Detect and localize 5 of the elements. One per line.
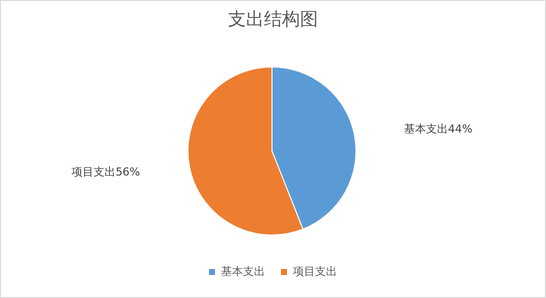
chart-title: 支出结构图: [228, 8, 318, 30]
legend-label: 项目支出: [293, 265, 337, 278]
data-label: 项目支出56%: [72, 165, 140, 178]
legend-label: 基本支出: [221, 265, 265, 278]
data-label: 基本支出44%: [404, 122, 472, 136]
